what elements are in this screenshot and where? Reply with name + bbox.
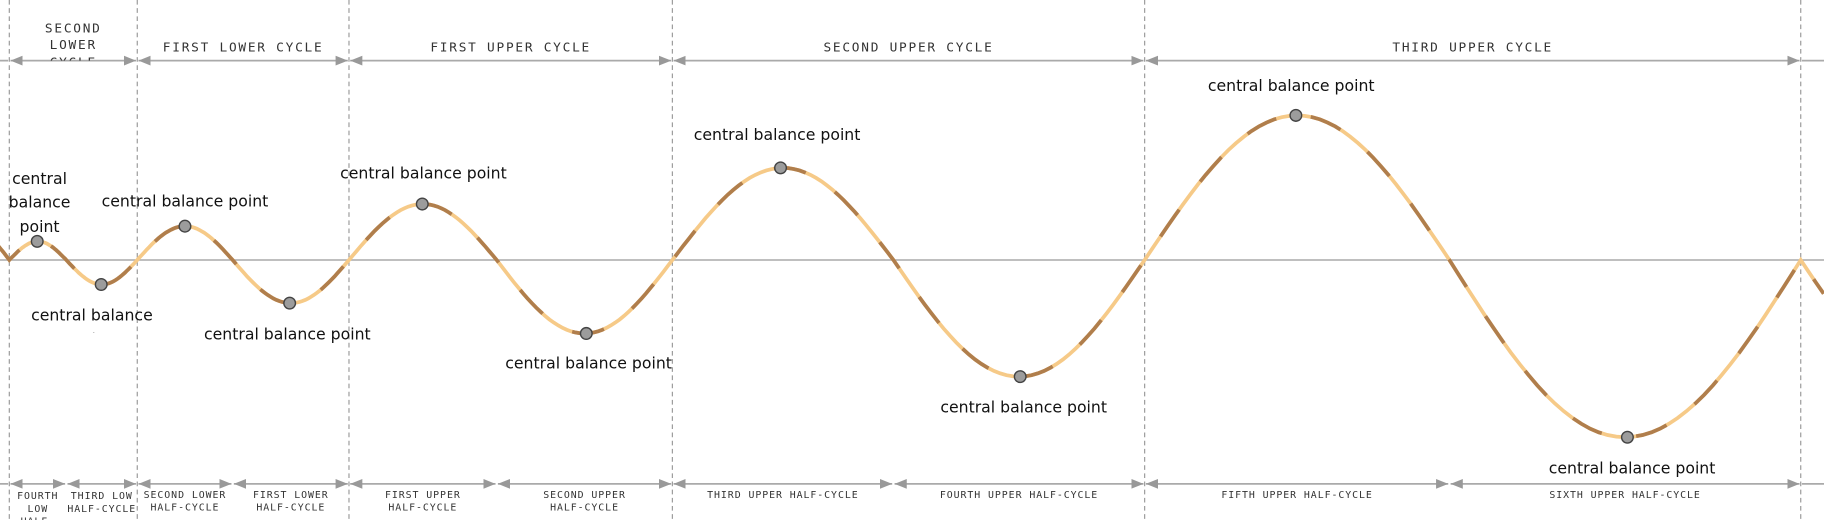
point-label-box: central balance point	[505, 354, 672, 374]
half-cycle-label: SECOND LOWER HALF-CYCLE	[143, 489, 227, 515]
half-cycle-label-box: THIRD LOW HALF-CYCLE	[67, 490, 137, 516]
half-cycle-label: FOURTH LOW HALF-CYCLE	[17, 490, 59, 520]
balance-point	[94, 277, 108, 292]
point-label-box: central balance point	[101, 192, 269, 212]
balance-point	[178, 219, 192, 233]
cycle-label-box: SECOND LOWER CYCLE	[44, 20, 102, 61]
point-label: central balance point	[101, 192, 269, 212]
half-cycle-label: SECOND UPPER HALF-CYCLE	[543, 489, 626, 515]
point-label-box: central balance point	[8, 170, 71, 237]
point-label-box: central balance point	[1548, 459, 1716, 479]
cycle-label: FIRST UPPER CYCLE	[430, 39, 591, 55]
point-label: central balance point	[203, 325, 371, 344]
half-cycle-label: FIRST UPPER HALF-CYCLE	[384, 489, 461, 515]
balance-point	[283, 296, 297, 310]
balance-point	[1289, 108, 1303, 122]
cycle-label: SECOND LOWER CYCLE	[44, 20, 102, 61]
wave	[0, 113, 1824, 440]
cycle-label-box: THIRD UPPER CYCLE	[1392, 39, 1554, 55]
cycle-label-box: FIRST UPPER CYCLE	[430, 39, 591, 55]
point-label: central balance point	[505, 354, 672, 374]
cycle-label-box: SECOND UPPER CYCLE	[823, 39, 994, 55]
cycle-label: SECOND UPPER CYCLE	[823, 39, 994, 55]
point-label-box: central balance point	[31, 306, 153, 333]
half-cycle-label-box: FOURTH UPPER HALF-CYCLE	[939, 489, 1099, 502]
point-label-box: central balance point	[693, 125, 861, 145]
half-cycle-label-box: THIRD UPPER HALF-CYCLE	[707, 489, 859, 502]
half-cycle-label-box: FIRST UPPER HALF-CYCLE	[384, 489, 461, 515]
half-cycle-label: FIFTH UPPER HALF-CYCLE	[1221, 489, 1373, 502]
wave-dash	[0, 113, 1824, 440]
half-cycle-label: THIRD UPPER HALF-CYCLE	[707, 489, 859, 502]
point-label: central balance point	[1548, 459, 1716, 479]
point-label-box: central balance point	[340, 164, 507, 184]
point-label: central balance point	[31, 306, 153, 333]
point-label: central balance point	[340, 164, 507, 184]
balance-point	[579, 326, 593, 340]
cycle-label-box: FIRST LOWER CYCLE	[162, 39, 324, 55]
half-cycle-label-box: FIFTH UPPER HALF-CYCLE	[1221, 489, 1373, 502]
half-cycle-label-box: FOURTH LOW HALF-CYCLE	[17, 490, 59, 520]
half-cycle-label: THIRD LOW HALF-CYCLE	[67, 490, 137, 516]
point-label-box: central balance point	[1207, 76, 1375, 96]
point-label: central balance point	[940, 398, 1108, 418]
half-cycle-label: SIXTH UPPER HALF-CYCLE	[1549, 489, 1701, 502]
point-label: central balance point	[693, 125, 861, 145]
cycle-label: FIRST LOWER CYCLE	[162, 39, 324, 55]
balance-point	[1013, 370, 1027, 384]
point-label: central balance point	[8, 170, 71, 237]
balance-point	[415, 197, 429, 211]
point-label-box: central balance point	[940, 398, 1108, 418]
balance-point	[1620, 430, 1634, 444]
half-cycle-label-box: SIXTH UPPER HALF-CYCLE	[1549, 489, 1701, 502]
cycle-label: THIRD UPPER CYCLE	[1392, 39, 1554, 55]
point-label: central balance point	[1207, 76, 1375, 96]
half-cycle-label-box: FIRST LOWER HALF-CYCLE	[252, 489, 329, 515]
half-cycle-label: FOURTH UPPER HALF-CYCLE	[939, 489, 1099, 502]
half-cycle-label: FIRST LOWER HALF-CYCLE	[252, 489, 329, 515]
balance-point	[774, 161, 788, 175]
half-cycle-label-box: SECOND UPPER HALF-CYCLE	[543, 489, 626, 515]
half-cycle-label-box: SECOND LOWER HALF-CYCLE	[143, 489, 227, 515]
balance-point	[30, 234, 44, 248]
point-label-box: central balance point	[203, 325, 371, 344]
